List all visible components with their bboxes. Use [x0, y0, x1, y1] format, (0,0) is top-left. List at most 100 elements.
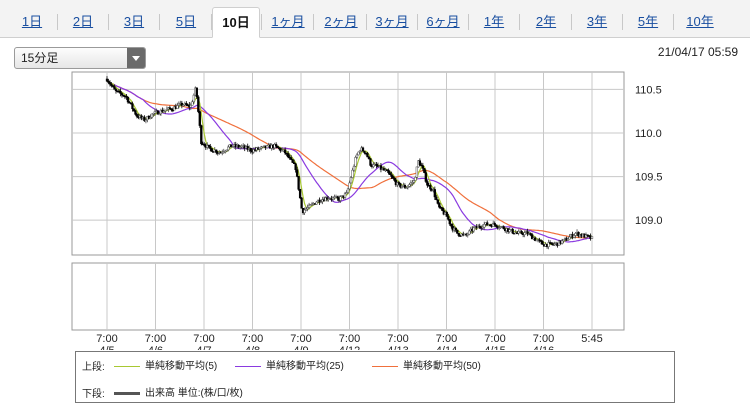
tab-separator: [417, 14, 418, 30]
candle-body: [198, 111, 201, 126]
candle-body: [355, 154, 359, 158]
candle-body: [283, 149, 287, 154]
candle-body: [495, 224, 498, 227]
candle-body: [498, 227, 501, 229]
candle-body: [180, 102, 183, 106]
candle-body: [143, 116, 146, 122]
x-tick-date: 4/15: [484, 345, 505, 350]
candle-body: [231, 146, 234, 148]
candle-body: [266, 145, 269, 149]
candle-body: [478, 225, 481, 228]
candle-body: [414, 177, 417, 181]
tab-separator: [468, 14, 469, 30]
candle-body: [523, 232, 526, 235]
x-tick-date: 4/16: [533, 345, 554, 350]
candle-body: [426, 181, 429, 186]
tab-8[interactable]: 6ヶ月: [426, 14, 460, 29]
candle-body: [212, 151, 215, 153]
candle-body: [307, 204, 311, 208]
candle-body: [303, 209, 306, 214]
tab-12[interactable]: 5年: [637, 14, 659, 29]
legend-swatch-ma50: [372, 365, 398, 367]
legend-swatch-ma5: [114, 365, 140, 367]
tab-2[interactable]: 3日: [123, 14, 145, 29]
candle-body: [435, 196, 438, 201]
tab-6[interactable]: 2ヶ月: [324, 14, 358, 29]
candle-body: [424, 172, 427, 182]
candle-body: [352, 165, 356, 171]
candle-body: [108, 82, 112, 85]
candle-body: [203, 144, 206, 146]
x-tick-time: 7:00: [339, 333, 360, 345]
tab-separator: [519, 14, 520, 30]
candle-body: [466, 233, 469, 236]
candle-body: [292, 162, 296, 164]
candle-body: [390, 174, 393, 177]
candle-body: [441, 207, 444, 211]
candle-body: [125, 96, 128, 98]
candle-body: [346, 188, 350, 193]
candle-body: [227, 146, 230, 151]
candle-body: [481, 226, 484, 229]
candle-body: [152, 112, 155, 115]
candle-body: [369, 158, 372, 166]
candle-body: [372, 164, 375, 167]
candle-body: [150, 113, 154, 118]
legend-lower-label: 下段:: [82, 389, 105, 400]
tab-5[interactable]: 1ヶ月: [271, 14, 305, 29]
candle-body: [366, 153, 369, 158]
candle-body: [126, 96, 130, 103]
price-plot-area: [71, 71, 625, 256]
chevron-down-icon[interactable]: [127, 48, 145, 68]
candle-body: [345, 192, 348, 195]
candle-body: [409, 182, 413, 185]
tab-13[interactable]: 10年: [686, 14, 714, 29]
candle-body: [541, 241, 544, 245]
interval-select[interactable]: 15分足: [14, 47, 146, 69]
candle-body: [260, 146, 263, 149]
x-tick-date: 4/9: [293, 345, 308, 350]
candle-body: [562, 239, 565, 241]
candle-body: [393, 178, 396, 181]
tab-0[interactable]: 1日: [21, 14, 43, 29]
candle-body: [209, 145, 212, 149]
candle-body: [258, 148, 261, 150]
tab-9[interactable]: 1年: [483, 14, 505, 29]
x-tick-date: 4/7: [196, 345, 211, 350]
legend-item-label: 単純移動平均(5): [145, 361, 218, 372]
candle-body: [297, 176, 300, 190]
candle-body: [349, 177, 353, 184]
tab-4[interactable]: 10日: [212, 7, 260, 38]
candle-body: [252, 149, 255, 153]
tab-7[interactable]: 3ヶ月: [375, 14, 409, 29]
candle-body: [224, 150, 227, 153]
candle-body: [132, 108, 136, 111]
tab-separator: [571, 14, 572, 30]
legend-item-ma5: 単純移動平均(5): [110, 357, 217, 372]
candle-body: [590, 236, 594, 239]
candle-body: [291, 159, 294, 163]
tab-1[interactable]: 2日: [72, 14, 94, 29]
tab-11[interactable]: 3年: [586, 14, 608, 29]
x-tick-time: 7:00: [290, 333, 311, 345]
candle-body: [177, 103, 181, 106]
candle-body: [577, 231, 580, 237]
legend: 上段: 単純移動平均(5) 単純移動平均(25) 単純移動平均(50) 下段: …: [75, 351, 675, 403]
candle-body: [354, 157, 357, 167]
candle-body: [547, 242, 550, 247]
candle-body: [298, 189, 302, 199]
candle-body: [230, 144, 233, 148]
tab-3[interactable]: 5日: [175, 14, 197, 29]
candle-body: [105, 78, 109, 82]
candle-body: [336, 196, 339, 199]
candle-body: [387, 169, 390, 173]
tab-10[interactable]: 2年: [535, 14, 557, 29]
period-tabs: 1日 2日 3日 5日 10日 1ヶ月 2ヶ月 3ヶ月 6ヶ月 1年 2年 3年 5年 10年: [0, 0, 750, 38]
candle-body: [319, 201, 323, 203]
candle-body: [306, 207, 309, 210]
candle-body: [584, 234, 588, 238]
tab-separator: [622, 14, 623, 30]
candle-body: [149, 117, 152, 119]
candle-body: [134, 110, 137, 115]
candle-body: [249, 148, 252, 152]
